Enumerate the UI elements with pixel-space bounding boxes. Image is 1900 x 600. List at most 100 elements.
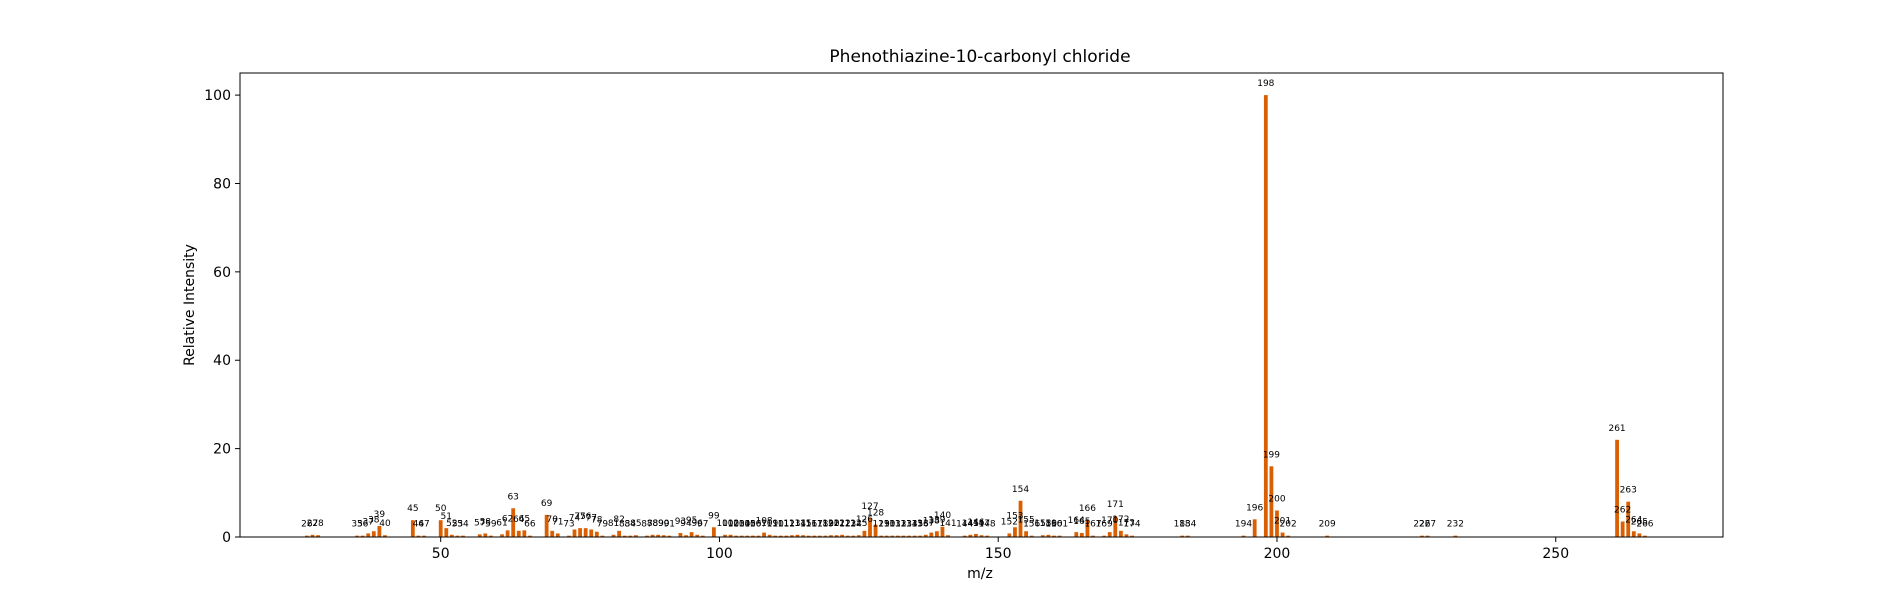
peak-label-96: 96 xyxy=(691,519,703,529)
peak-bar-106 xyxy=(751,535,755,537)
peak-bar-117 xyxy=(812,535,817,537)
peak-bar-110 xyxy=(773,535,778,537)
peak-bar-202 xyxy=(1286,535,1291,537)
peak-label-147: 147 xyxy=(973,519,990,529)
peak-bar-227 xyxy=(1425,535,1430,537)
peak-bar-119 xyxy=(823,535,828,537)
peak-label-127: 127 xyxy=(861,502,878,512)
peak-label-120: 120 xyxy=(822,519,839,529)
peak-bar-152 xyxy=(1007,533,1012,537)
peak-label-111: 111 xyxy=(772,520,789,530)
peak-label-27: 27 xyxy=(307,519,318,529)
y-axis-label: Relative Intensity xyxy=(182,244,198,366)
bar-series xyxy=(305,95,1647,537)
peak-bar-144 xyxy=(962,535,967,537)
peak-label-35: 35 xyxy=(351,520,362,530)
peak-label-126: 126 xyxy=(856,515,873,525)
peak-bar-82 xyxy=(617,530,622,537)
peak-label-140: 140 xyxy=(934,511,951,521)
peak-bar-147 xyxy=(979,535,984,537)
peak-bar-127 xyxy=(868,518,872,537)
peak-bar-81 xyxy=(611,534,616,537)
peak-label-89: 89 xyxy=(652,519,664,529)
peak-label-88: 88 xyxy=(647,519,659,529)
peak-label-136: 136 xyxy=(912,520,929,530)
peak-label-173: 173 xyxy=(1118,518,1135,528)
peak-label-174: 174 xyxy=(1123,520,1140,530)
peak-bar-93 xyxy=(678,533,683,537)
peak-bar-169 xyxy=(1102,535,1107,537)
peak-label-65: 65 xyxy=(519,514,530,524)
peak-bar-167 xyxy=(1091,535,1095,537)
peak-bar-170 xyxy=(1107,532,1112,537)
peak-bar-91 xyxy=(667,535,672,537)
peak-label-159: 159 xyxy=(1040,519,1057,529)
peak-label-118: 118 xyxy=(811,520,828,530)
peak-bar-131 xyxy=(890,535,895,537)
peak-label-170: 170 xyxy=(1101,516,1118,526)
peak-bar-111 xyxy=(778,535,783,537)
peak-bar-200 xyxy=(1275,510,1279,537)
peak-bar-85 xyxy=(633,535,638,537)
peak-bar-155 xyxy=(1024,531,1028,537)
peak-bar-89 xyxy=(656,534,661,537)
peak-label-78: 78 xyxy=(591,516,603,526)
peak-bar-174 xyxy=(1130,535,1134,537)
peak-label-85: 85 xyxy=(630,519,641,529)
peak-bar-120 xyxy=(829,535,833,537)
peak-bar-73 xyxy=(567,535,571,537)
peak-bar-154 xyxy=(1018,500,1023,537)
peak-bar-196 xyxy=(1252,519,1257,537)
x-tick-label-100: 100 xyxy=(706,546,733,562)
peak-label-129: 129 xyxy=(873,520,890,530)
peak-bar-184 xyxy=(1185,535,1190,537)
peak-label-39: 39 xyxy=(374,510,386,520)
peak-label-139: 139 xyxy=(928,515,945,525)
peak-label-102: 102 xyxy=(722,519,739,529)
peak-label-194: 194 xyxy=(1235,520,1252,530)
peak-label-172: 172 xyxy=(1112,515,1129,525)
peak-bar-199 xyxy=(1269,466,1274,537)
peak-label-52: 52 xyxy=(446,519,457,529)
y-tick-label-100: 100 xyxy=(204,88,231,104)
peak-bar-95 xyxy=(689,532,694,537)
peak-label-160: 160 xyxy=(1045,520,1062,530)
peak-label-110: 110 xyxy=(767,520,784,530)
peak-bar-108 xyxy=(762,532,766,537)
peak-bar-66 xyxy=(528,535,532,537)
peak-label-47: 47 xyxy=(418,520,429,530)
peak-bar-164 xyxy=(1074,532,1079,537)
peak-label-200: 200 xyxy=(1268,494,1285,504)
peak-bar-118 xyxy=(817,535,822,537)
peak-bar-135 xyxy=(912,535,917,537)
peak-bar-88 xyxy=(650,534,655,537)
peak-label-134: 134 xyxy=(900,520,917,530)
peak-bar-109 xyxy=(767,534,772,537)
peak-bar-104 xyxy=(739,535,744,537)
peak-label-199: 199 xyxy=(1263,450,1280,460)
peak-bar-105 xyxy=(745,535,750,537)
peak-bar-146 xyxy=(974,533,978,537)
peak-label-70: 70 xyxy=(546,515,558,525)
peak-bar-51 xyxy=(444,528,449,537)
peak-bar-65 xyxy=(522,530,527,537)
peak-label-119: 119 xyxy=(817,520,834,530)
peak-bar-59 xyxy=(488,535,493,537)
peak-label-138: 138 xyxy=(923,517,940,527)
peak-bar-171 xyxy=(1113,516,1118,537)
peak-label-101: 101 xyxy=(716,519,733,529)
peak-label-94: 94 xyxy=(680,519,692,529)
peak-bar-69 xyxy=(544,514,549,537)
peak-bar-153 xyxy=(1013,527,1017,537)
peak-bar-134 xyxy=(907,535,911,537)
peak-label-26: 26 xyxy=(301,520,313,530)
peak-bar-133 xyxy=(901,535,906,537)
peak-label-38: 38 xyxy=(368,515,380,525)
peak-bar-198 xyxy=(1263,95,1268,537)
peak-bar-194 xyxy=(1241,535,1246,537)
peak-bar-96 xyxy=(695,534,700,537)
peak-bar-232 xyxy=(1453,535,1458,537)
peak-bar-148 xyxy=(985,535,989,537)
peak-label-184: 184 xyxy=(1179,520,1196,530)
peak-label-61: 61 xyxy=(496,518,507,528)
